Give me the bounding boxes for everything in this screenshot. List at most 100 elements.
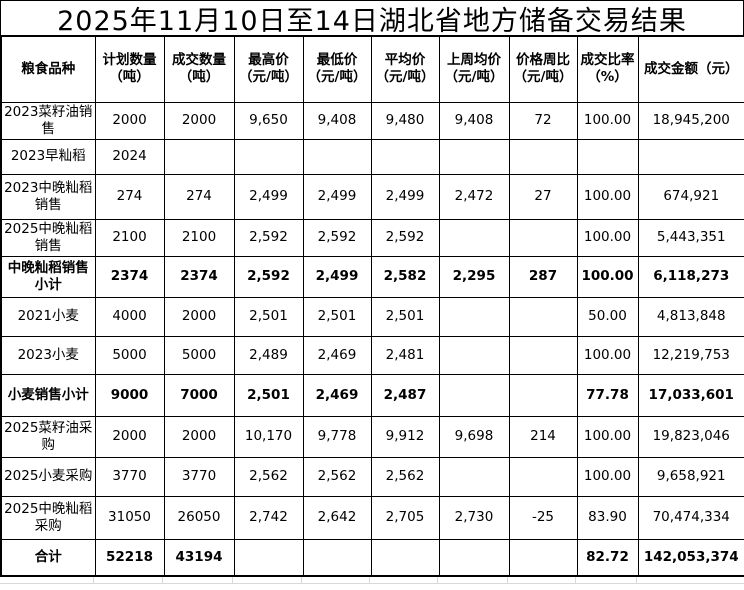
value-cell: 5,443,351 [637, 218, 744, 257]
value-cell: 274 [94, 173, 165, 220]
value-cell: 2,642 [302, 495, 372, 540]
value-cell: 2,469 [302, 335, 372, 375]
row-label: 中晚籼稻销售小计 [0, 255, 96, 298]
value-cell: 2,489 [233, 335, 304, 375]
value-cell: 674,921 [637, 173, 744, 220]
value-cell [233, 538, 304, 577]
value-cell: 10,170 [233, 415, 304, 458]
value-cell: 31050 [94, 495, 165, 540]
value-cell: 142,053,374 [637, 538, 744, 577]
value-cell: 2,592 [233, 255, 304, 298]
value-cell: 2,499 [370, 173, 440, 220]
value-cell: 2000 [163, 101, 235, 140]
value-cell: 77.78 [576, 373, 639, 417]
row-label: 2025中晚籼稻采购 [0, 495, 96, 540]
row-label: 2023早籼稻 [0, 138, 96, 175]
value-cell: 100.00 [576, 101, 639, 140]
value-cell: 287 [508, 255, 578, 298]
row-label: 2021小麦 [0, 296, 96, 337]
col-header-lastweek-avg-price: 上周均价 （元/吨） [438, 35, 510, 103]
col-header-grain-variety: 粮食品种 [0, 35, 96, 103]
table-row: 2025中晚籼稻销售 2100 2100 2,592 2,592 2,592 100.00 5… [0, 218, 744, 257]
value-cell: 9,408 [302, 101, 372, 140]
value-cell: 2,501 [233, 296, 304, 337]
value-cell: 72 [508, 101, 578, 140]
value-cell: 2,501 [370, 296, 440, 337]
value-cell [508, 456, 578, 497]
value-cell [438, 138, 510, 175]
value-cell [163, 138, 235, 175]
value-cell [302, 138, 372, 175]
value-cell: 7000 [163, 373, 235, 417]
value-cell [576, 138, 639, 175]
value-cell: 2100 [94, 218, 165, 257]
value-cell: 83.90 [576, 495, 639, 540]
value-cell: 18,945,200 [637, 101, 744, 140]
value-cell: 2,487 [370, 373, 440, 417]
row-label: 2023小麦 [0, 335, 96, 375]
value-cell: 2,562 [370, 456, 440, 497]
value-cell: 2,592 [233, 218, 304, 257]
col-header-price-week-change: 价格周比 （元/吨） [508, 35, 578, 103]
value-cell: 9000 [94, 373, 165, 417]
value-cell: 2,742 [233, 495, 304, 540]
table-row: 2023菜籽油销售 2000 2000 9,650 9,408 9,480 9,408 72 1… [0, 101, 744, 140]
value-cell: 2,499 [302, 255, 372, 298]
row-label: 合计 [0, 538, 96, 577]
value-cell: 17,033,601 [637, 373, 744, 417]
col-header-deal-ratio: 成交比率 （%） [576, 35, 639, 103]
value-cell: 4,813,848 [637, 296, 744, 337]
row-label: 2025菜籽油采购 [0, 415, 96, 458]
row-label: 2023菜籽油销售 [0, 101, 96, 140]
value-cell [438, 335, 510, 375]
col-header-lowest-price: 最低价 （元/吨） [302, 35, 372, 103]
value-cell: 2000 [94, 101, 165, 140]
value-cell: 2,592 [370, 218, 440, 257]
ghost-cell [576, 577, 637, 584]
value-cell: 100.00 [576, 415, 639, 458]
value-cell: 4000 [94, 296, 165, 337]
ghost-cell [0, 577, 94, 584]
value-cell: 214 [508, 415, 578, 458]
value-cell: 2024 [94, 138, 165, 175]
value-cell: 9,778 [302, 415, 372, 458]
value-cell [438, 373, 510, 417]
value-cell [438, 218, 510, 257]
value-cell: 100.00 [576, 456, 639, 497]
value-cell [508, 138, 578, 175]
value-cell: 2,562 [233, 456, 304, 497]
ghost-cell [508, 577, 576, 584]
value-cell [637, 138, 744, 175]
row-label: 2025小麦采购 [0, 456, 96, 497]
value-cell: 2,705 [370, 495, 440, 540]
col-header-average-price: 平均价 （元/吨） [370, 35, 440, 103]
value-cell: 3770 [163, 456, 235, 497]
value-cell: 43194 [163, 538, 235, 577]
col-header-deal-quantity: 成交数量 （吨） [163, 35, 235, 103]
header-row: 粮食品种 计划数量 （吨） 成交数量 （吨） 最高价 （元/吨） 最低价 （元/… [0, 35, 744, 103]
value-cell: 2,730 [438, 495, 510, 540]
value-cell: 2,501 [302, 296, 372, 337]
table-row: 中晚籼稻销售小计 2374 2374 2,592 2,499 2,582 2,295 287 1… [0, 255, 744, 298]
value-cell: 9,408 [438, 101, 510, 140]
value-cell [370, 138, 440, 175]
ghost-cell [438, 577, 508, 584]
page-title: 2025年11月10日至14日湖北省地方储备交易结果 [0, 0, 744, 37]
value-cell: 9,658,921 [637, 456, 744, 497]
value-cell [438, 538, 510, 577]
value-cell: 52218 [94, 538, 165, 577]
value-cell [508, 538, 578, 577]
value-cell: 2374 [94, 255, 165, 298]
value-cell: 2000 [163, 415, 235, 458]
ghost-cell [637, 577, 744, 584]
table-row: 2025中晚籼稻采购 31050 26050 2,742 2,642 2,705 2,730… [0, 495, 744, 540]
value-cell: 9,698 [438, 415, 510, 458]
value-cell: 5000 [163, 335, 235, 375]
value-cell [508, 218, 578, 257]
ghost-cell [94, 577, 163, 584]
table-row: 小麦销售小计 9000 7000 2,501 2,469 2,487 77.78 17,033… [0, 373, 744, 417]
table-row: 合计 52218 43194 82.72 142,053,374 [0, 538, 744, 577]
value-cell: 2,469 [302, 373, 372, 417]
value-cell: 82.72 [576, 538, 639, 577]
